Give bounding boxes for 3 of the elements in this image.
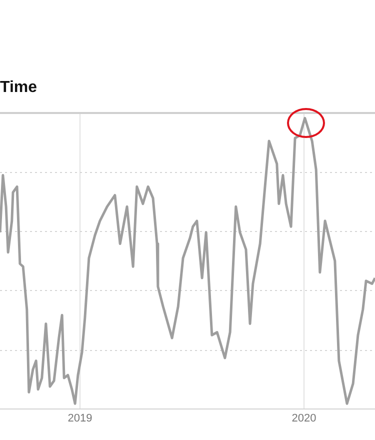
chart-title: Time [0,79,38,97]
x-tick-label: 2020 [292,412,316,424]
x-tick-label: 2019 [68,412,92,424]
